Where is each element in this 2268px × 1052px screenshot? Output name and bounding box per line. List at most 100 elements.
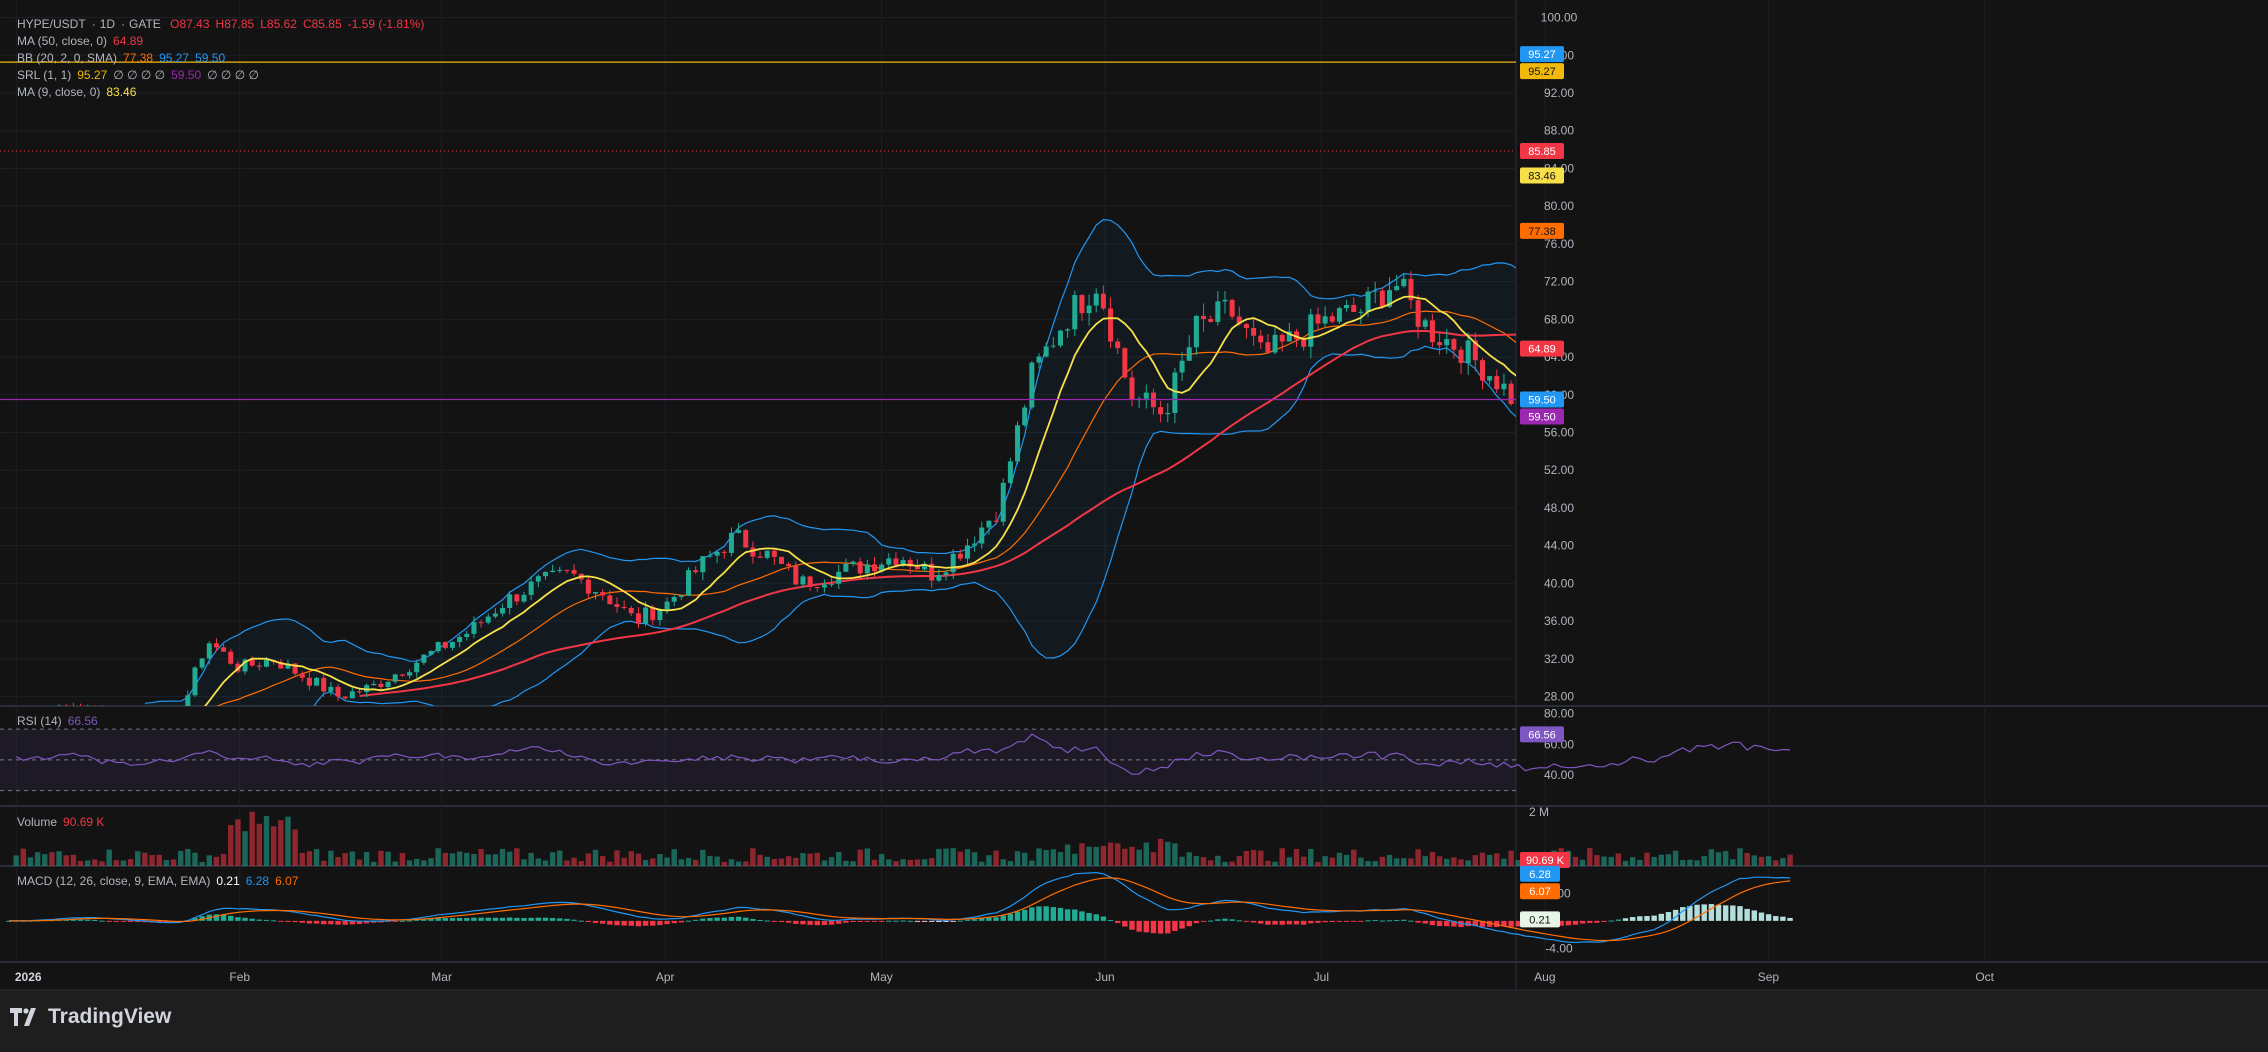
badge-volume-bg [1520,852,1570,868]
volume-bar [535,858,542,866]
ma9-legend[interactable]: MA (9, close, 0) 83.46 [17,85,142,99]
volume-bar [127,859,134,866]
volume-bar [1243,850,1250,866]
volume-bar [84,860,91,866]
price-axis-label: 32.00 [1544,652,1574,666]
candle-body [1186,347,1192,361]
macd-hist-bar [371,920,377,923]
macd-hist-bar [192,917,198,921]
macd-hist-bar [714,917,720,921]
volume-bar [549,852,556,866]
macd-hist-bar [950,920,956,922]
macd-legend[interactable]: MACD (12, 26, close, 9, EMA, EMA) 0.21 6.2… [17,874,304,888]
macd-hist-bar [1193,920,1200,924]
volume-bar [149,855,155,866]
ma50-label: MA (50, close, 0) [17,34,108,48]
candle-body [1129,377,1135,400]
candle-body [879,564,885,572]
candle-body [1000,482,1006,522]
macd-hist-bar [313,920,320,924]
macd-hist-bar [1408,920,1414,922]
tradingview-logo[interactable]: TradingView [10,1005,171,1029]
volume-bar [1050,849,1057,866]
volume-bar [571,857,577,866]
macd-hist-bar [1722,905,1729,921]
volume-bar [1358,857,1364,866]
candle-body [278,661,284,669]
macd-hist-bar [84,919,91,921]
badge-srl-upper-bg [1520,63,1564,80]
candle-body [764,550,770,558]
volume-bar [1501,858,1507,866]
candle-body [1057,330,1063,346]
time-axis-label: Jun [1095,970,1114,984]
macd-label: MACD (12, 26, close, 9, EMA, EMA) [17,874,211,888]
macd-hist-bar [1572,920,1579,925]
candle-body [1472,340,1478,361]
candle-body [335,686,341,697]
volume-bar [1179,856,1185,866]
srl-legend[interactable]: SRL (1, 1) 95.27 ∅ ∅ ∅ ∅ 59.50 ∅ ∅ ∅ ∅ [17,68,265,82]
candle-body [664,601,670,610]
macd-hist-bar [363,920,370,924]
candle-body [442,642,448,648]
macd-hist-bar [349,920,356,925]
price-axis-label: 80.00 [1544,199,1574,213]
volume-bar [349,851,356,866]
macd-hist-bar [1665,912,1672,921]
candle-body [1365,291,1371,312]
volume-bar [1672,850,1679,866]
macd-hist-bar [850,920,856,922]
macd-hist-bar [1279,920,1285,925]
badge-ma50: 64.89 [1528,344,1556,356]
candle-body [306,677,312,686]
macd-hist-bar [1579,920,1586,924]
volume-axis-label: 2 M [1529,805,1549,819]
volume-bar [1286,857,1293,866]
symbol-legend[interactable]: HYPE/USDT · 1D · GATE O87.43 H87.85 L85.62 C85.… [17,17,425,31]
candle-body [814,586,820,588]
candle-body [371,683,377,686]
bb-legend[interactable]: BB (20, 2, 0, SMA) 77.38 95.27 59.50 [17,51,231,65]
candle-body [1115,341,1121,349]
volume-bar [993,850,999,866]
candle-body [929,563,935,581]
candle-body [886,558,892,565]
candle-body [457,636,463,642]
macd-hist-bar [1057,907,1064,921]
candle-body [671,596,677,602]
volume-bar [270,826,277,866]
bb-basis-line [216,310,1516,706]
macd-hist-bar [1737,906,1743,921]
volume-bar [778,858,785,866]
volume-bar [764,856,770,866]
rsi-legend[interactable]: RSI (14) 66.56 [17,714,104,728]
macd-hist-bar [392,920,398,922]
macd-hist-bar [1637,916,1643,921]
volume-bar [1365,861,1371,866]
volume-bar [1472,855,1479,866]
candle-body [843,563,849,572]
volume-bar [135,851,141,866]
volume-bar [1000,859,1006,866]
candle-body [528,581,534,595]
macd-hist-bar [1114,920,1121,924]
candle-body [678,595,684,597]
volume-bar [1336,852,1343,866]
price-axis-label: 76.00 [1544,237,1574,251]
volume-legend[interactable]: Volume 90.69 K [17,815,110,829]
candle-body [1437,342,1443,346]
candle-body [1179,360,1185,373]
rsi-label: RSI (14) [17,714,62,728]
volume-bar [900,859,906,866]
volume-bar [1165,841,1171,866]
macd-hist-bar [1236,920,1243,922]
macd-hist-bar [642,920,649,926]
volume-bar [557,850,563,866]
ma50-legend[interactable]: MA (50, close, 0) 64.89 [17,34,149,48]
macd-hist-bar [1708,904,1715,921]
macd-hist-bar [599,920,606,924]
volume-bar [1572,856,1579,866]
volume-bar [1250,849,1257,866]
